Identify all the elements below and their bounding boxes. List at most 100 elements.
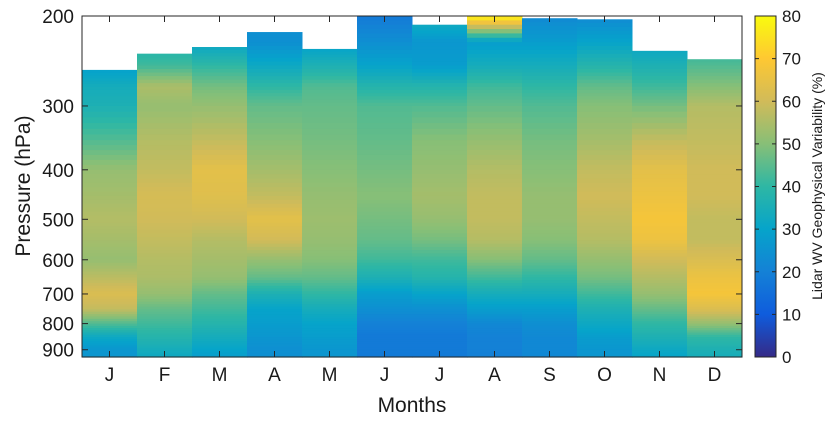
heatmap-cell bbox=[247, 128, 303, 136]
heatmap-cell bbox=[137, 69, 193, 74]
heatmap-cell bbox=[412, 226, 468, 231]
heatmap-cell bbox=[357, 134, 413, 141]
heatmap-cell bbox=[137, 291, 193, 295]
heatmap-cell bbox=[577, 277, 633, 281]
heatmap-cell bbox=[687, 105, 743, 113]
heatmap-cell bbox=[302, 347, 358, 351]
heatmap-cell bbox=[137, 207, 193, 213]
heatmap-cell bbox=[302, 285, 358, 290]
heatmap-cell bbox=[357, 285, 413, 290]
heatmap-cell bbox=[577, 274, 633, 279]
x-tick-label: J bbox=[380, 365, 390, 386]
heatmap-cell bbox=[467, 280, 523, 284]
heatmap-cell bbox=[192, 164, 248, 171]
heatmap-cell bbox=[82, 187, 138, 193]
heatmap-cell bbox=[357, 105, 413, 113]
heatmap-cell bbox=[577, 23, 633, 28]
heatmap-cell bbox=[522, 159, 578, 166]
heatmap-cell bbox=[302, 334, 358, 338]
heatmap-cell bbox=[302, 117, 358, 124]
heatmap-cell bbox=[687, 321, 743, 325]
heatmap-cell bbox=[577, 332, 633, 336]
heatmap-cell bbox=[412, 159, 468, 166]
heatmap-cell bbox=[577, 65, 633, 70]
heatmap-cell bbox=[192, 280, 248, 284]
heatmap-cell bbox=[412, 318, 468, 322]
x-tick-label: A bbox=[268, 365, 281, 386]
heatmap-cell bbox=[522, 219, 578, 224]
heatmap-cell bbox=[247, 159, 303, 166]
heatmap-cell bbox=[82, 164, 138, 171]
heatmap-column bbox=[302, 48, 358, 358]
heatmap-cell bbox=[577, 187, 633, 193]
heatmap-cell bbox=[82, 268, 138, 273]
heatmap-cell bbox=[247, 93, 303, 97]
heatmap-cell bbox=[467, 169, 523, 175]
heatmap-cell bbox=[687, 332, 743, 336]
heatmap-cell bbox=[467, 316, 523, 320]
heatmap-cell bbox=[632, 293, 688, 298]
heatmap-cell bbox=[412, 277, 468, 281]
heatmap-cell bbox=[467, 65, 523, 70]
heatmap-cell bbox=[357, 330, 413, 334]
heatmap-cell bbox=[302, 174, 358, 180]
colorbar-tick-label: 20 bbox=[782, 263, 801, 282]
heatmap-cell bbox=[247, 296, 303, 300]
heatmap-cell bbox=[632, 283, 688, 287]
y-axis: 200 300 400 500 600 700 800 900 bbox=[42, 7, 742, 362]
heatmap-cell bbox=[687, 64, 743, 67]
heatmap-cell bbox=[247, 280, 303, 284]
heatmap-cell bbox=[192, 187, 248, 193]
heatmap-cell bbox=[467, 246, 523, 251]
y-tick-label: 800 bbox=[42, 315, 74, 336]
heatmap-cell bbox=[302, 102, 358, 107]
heatmap-cell bbox=[412, 140, 468, 146]
heatmap-cell bbox=[357, 280, 413, 284]
heatmap-cell bbox=[522, 46, 578, 51]
heatmap-cell bbox=[632, 318, 688, 322]
heatmap-cell bbox=[247, 182, 303, 188]
heatmap-cell bbox=[467, 49, 523, 55]
heatmap-cell bbox=[357, 299, 413, 303]
heatmap-cell bbox=[522, 128, 578, 136]
heatmap-cell bbox=[302, 191, 358, 197]
heatmap-cell bbox=[687, 299, 743, 303]
heatmap-cell bbox=[357, 46, 413, 51]
heatmap-cell bbox=[357, 233, 413, 238]
heatmap-cell bbox=[577, 79, 633, 84]
heatmap-cell bbox=[247, 145, 303, 151]
heatmap-cell bbox=[357, 89, 413, 94]
heatmap-cell bbox=[467, 309, 523, 313]
heatmap-cell bbox=[467, 268, 523, 273]
heatmap-cell bbox=[192, 304, 248, 308]
heatmap-cell bbox=[577, 330, 633, 334]
heatmap-cell bbox=[687, 211, 743, 217]
heatmap-cell bbox=[687, 288, 743, 292]
heatmap-cell bbox=[357, 309, 413, 313]
heatmap-cell bbox=[302, 325, 358, 329]
heatmap-cell bbox=[632, 296, 688, 300]
heatmap-cell bbox=[577, 334, 633, 338]
heatmap-cell bbox=[247, 309, 303, 313]
heatmap-cell bbox=[632, 182, 688, 188]
heatmap-cell bbox=[632, 349, 688, 352]
heatmap-cell bbox=[632, 277, 688, 281]
heatmap-cell bbox=[247, 328, 303, 331]
heatmap-cell bbox=[302, 306, 358, 310]
heatmap-cell bbox=[412, 347, 468, 351]
heatmap-cell bbox=[412, 219, 468, 224]
heatmap-cell bbox=[632, 304, 688, 308]
heatmap-cell bbox=[357, 86, 413, 91]
heatmap-cell bbox=[302, 288, 358, 292]
heatmap-cell bbox=[412, 229, 468, 234]
heatmap-cell bbox=[82, 191, 138, 197]
heatmap-cell bbox=[357, 293, 413, 298]
heatmap-cell bbox=[412, 306, 468, 310]
heatmap-cell bbox=[412, 341, 468, 344]
heatmap-cell bbox=[577, 343, 633, 347]
heatmap-cell bbox=[632, 219, 688, 224]
heatmap-cell bbox=[192, 246, 248, 251]
heatmap-cell bbox=[247, 37, 303, 40]
heatmap-cell bbox=[632, 280, 688, 284]
